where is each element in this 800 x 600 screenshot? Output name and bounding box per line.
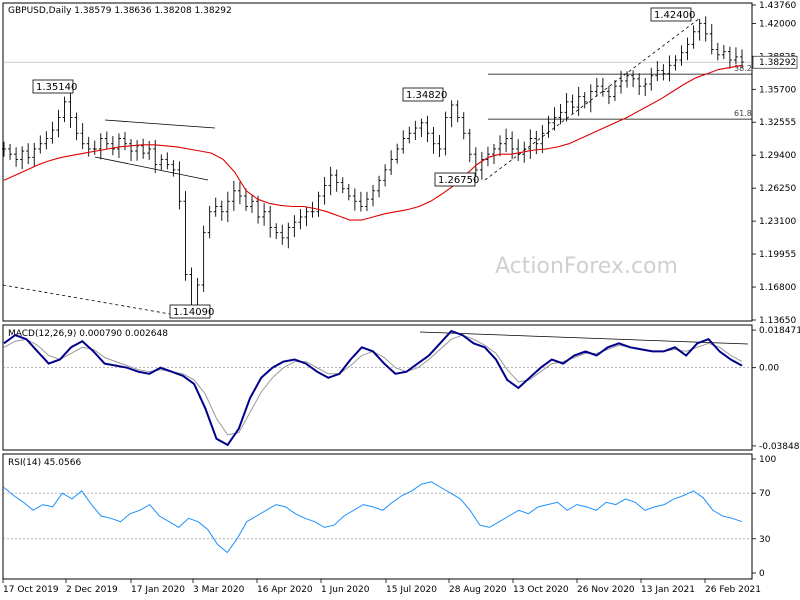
x-tick-label: 17 Oct 2019 [3, 585, 59, 595]
rsi-y-tick-label: 100 [759, 455, 776, 465]
x-tick-label: 17 Jan 2020 [131, 585, 185, 595]
annotation-label: 1.34820 [406, 90, 447, 101]
fib-label-61.8: 61.8 [734, 109, 752, 118]
rsi-header: RSI(14) 45.0566 [8, 458, 81, 468]
annotation-box [650, 7, 692, 22]
fib-label-38.2: 38.2 [734, 64, 752, 73]
x-tick-label: 26 Feb 2021 [705, 585, 761, 595]
channel-upper-line [104, 119, 216, 129]
annotation-box [434, 172, 476, 187]
price-layer: 38.2 61.8 1.35140 1.34820 1.26750 1.42400 1.14… [2, 7, 752, 319]
annotation-label: 1.35140 [36, 82, 77, 93]
x-tick-label: 16 Apr 2020 [257, 585, 313, 595]
price-panel-frame [2, 2, 753, 322]
annotation-box [169, 304, 211, 319]
rsi-panel-frame [2, 453, 753, 580]
x-tick-label: 28 Aug 2020 [449, 585, 507, 595]
price-y-tick-label: 1.29400 [759, 151, 796, 161]
support-dashed-line [2, 284, 171, 315]
annotation-box [32, 79, 74, 94]
price-y-tick-label: 1.43760 [759, 1, 796, 11]
macd-trendline [419, 331, 749, 345]
annotation-label: 1.42400 [654, 10, 695, 21]
price-y-tick-label: 1.19955 [759, 250, 796, 260]
price-y-tick-label: 1.42000 [759, 19, 796, 29]
macd-header: MACD(12,26,9) 0.000790 0.002648 [8, 329, 168, 339]
rsi-y-tick-label: 70 [759, 489, 771, 499]
macd-y-tick-label: -0.038486 [759, 442, 800, 452]
symbol-header: GBPUSD,Daily 1.38579 1.38636 1.38208 1.3… [8, 6, 232, 16]
annotation-label: 1.14090 [173, 307, 214, 318]
price-y-tick-label: 1.16800 [759, 283, 796, 293]
x-tick-label: 13 Oct 2020 [513, 585, 569, 595]
annotation-label: 1.26750 [438, 175, 479, 186]
macd-y-tick-label: 0.00 [759, 364, 779, 374]
x-tick-label: 15 Jul 2020 [386, 585, 437, 595]
x-tick-label: 2 Dec 2019 [66, 585, 118, 595]
channel-lower-line [94, 156, 209, 181]
rsi-y-tick-label: 30 [759, 535, 771, 545]
x-tick-label: 13 Jan 2021 [641, 585, 695, 595]
macd-layer [3, 329, 752, 447]
price-y-tick-label: 1.35700 [759, 85, 796, 95]
macd-panel-frame [2, 324, 753, 451]
x-tick-label: 3 Mar 2020 [193, 585, 245, 595]
current-price-label: 1.38292 [759, 58, 796, 68]
rsi-layer [3, 481, 752, 554]
price-y-tick-label: 1.13650 [759, 316, 796, 326]
price-y-tick-label: 1.32555 [759, 118, 796, 128]
annotation-box [402, 87, 444, 102]
x-tick-label: 1 Jun 2020 [321, 585, 370, 595]
price-y-tick-label: 1.26250 [759, 184, 796, 194]
watermark: ActionForex.com [495, 254, 678, 279]
rsi-y-tick-label: 0 [759, 569, 765, 579]
price-y-tick-label: 1.23100 [759, 217, 796, 227]
rsi-line [3, 481, 743, 554]
macd-line [3, 329, 743, 447]
ma-line [3, 64, 743, 221]
current-price-tag [752, 55, 798, 69]
macd-y-tick-label: 0.018471 [759, 326, 800, 336]
x-tick-label: 26 Nov 2020 [577, 585, 635, 595]
